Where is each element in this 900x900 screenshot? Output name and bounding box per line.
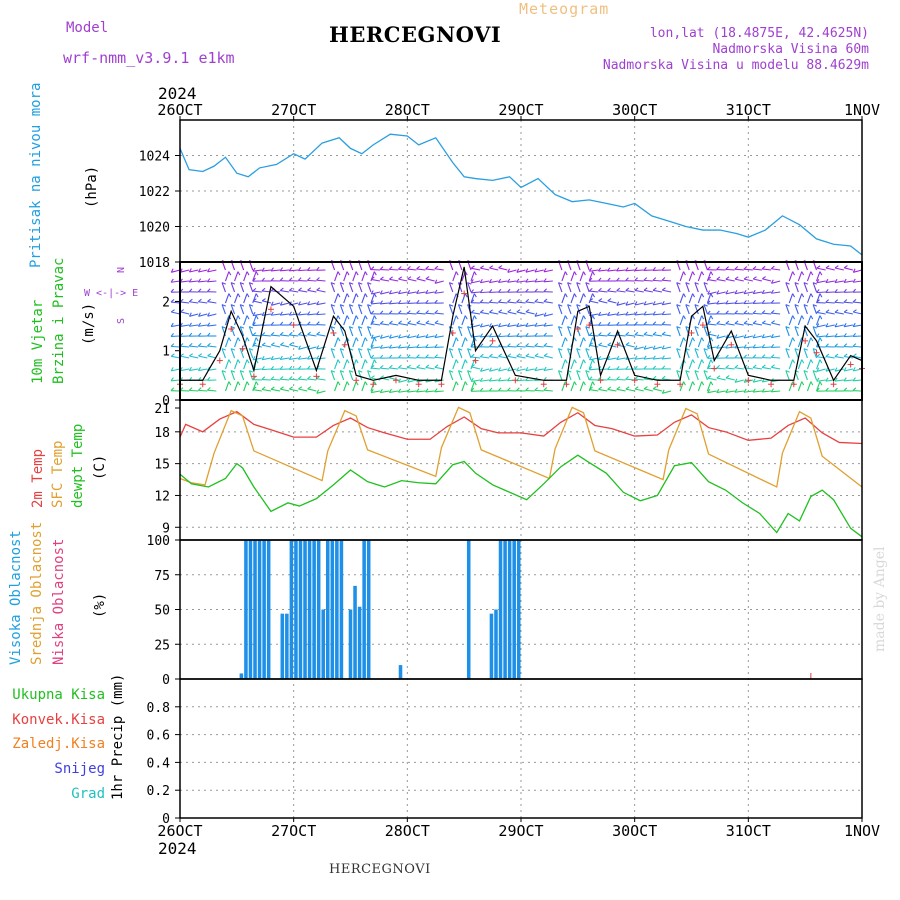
y-tick-label: 0.6 <box>147 729 170 744</box>
wind-compass: W <-|-> E <box>84 288 139 299</box>
legend-snijeg: Snijeg <box>54 761 105 777</box>
x-tick-label-top: 31OCT <box>726 101 771 119</box>
cloud-bar <box>357 606 362 679</box>
cloud-bar <box>307 540 312 679</box>
cloud-bar <box>503 540 507 679</box>
cloud-bar <box>285 613 289 679</box>
y-tick-label: 1 <box>162 345 170 360</box>
cloud-bar <box>353 585 357 679</box>
x-tick-label-bottom: 1NOV <box>844 822 880 840</box>
y-tick-label: 1024 <box>139 150 170 165</box>
model-elevation-label: Nadmorska Visina u modelu 88.4629m <box>602 58 869 73</box>
y-tick-label: 0 <box>162 812 170 827</box>
y-tick-label: 50 <box>154 604 170 619</box>
cloud-bar <box>330 540 335 679</box>
x-tick-label-top: 30OCT <box>612 101 657 119</box>
y-tick-label: 9 <box>162 521 170 536</box>
cloud-bar <box>289 540 294 679</box>
elevation-label: Nadmorska Visina 60m <box>712 42 869 57</box>
cloud-bar <box>366 540 371 679</box>
cloud-bar <box>516 540 521 679</box>
dewpt-line <box>179 454 863 538</box>
cloud-bar <box>253 540 257 679</box>
y-tick-label: 2 <box>162 295 170 310</box>
y-tick-label: 0 <box>162 394 170 409</box>
y-tick-label: 21 <box>154 402 170 417</box>
y-tick-label: 18 <box>154 426 170 441</box>
legend-ukupna: Ukupna Kisa <box>12 687 105 703</box>
legend-grad: Grad <box>71 786 105 802</box>
cloud-bar <box>398 665 403 679</box>
cloud-bar <box>294 540 298 679</box>
cloud-bar <box>303 540 307 679</box>
cloud-bar <box>362 540 366 679</box>
cloud-bar <box>312 540 316 679</box>
wind-speed-line <box>180 266 863 382</box>
y-tick-label: 100 <box>147 534 170 549</box>
y-tick-label: 0.4 <box>147 756 171 771</box>
cloud-bar <box>244 540 248 679</box>
cloud-bar <box>512 540 516 679</box>
cloud-bar <box>266 540 271 679</box>
y-tick-label: 75 <box>154 569 170 584</box>
y-tick-label: 1022 <box>139 185 170 200</box>
footer-title: HERCEGNOVI <box>329 862 431 877</box>
pressure-line <box>179 133 863 256</box>
model-name: wrf-nmm_v3.9.1 e1km <box>63 49 235 67</box>
cloud-bar <box>239 673 244 679</box>
cloud-bar <box>321 609 325 679</box>
x-tick-label-bottom: 31OCT <box>726 822 771 840</box>
cloud-bar <box>507 540 512 679</box>
cloud-bar <box>248 540 253 679</box>
cloud-bar <box>262 540 266 679</box>
lonlat-label: lon,lat (18.4875E, 42.4625N) <box>649 26 869 41</box>
y-tick-label: 1020 <box>139 221 170 236</box>
cloud-bar <box>257 540 262 679</box>
cloud-bar <box>335 540 339 679</box>
x-tick-label-top: 27OCT <box>271 101 316 119</box>
y-tick-label: 25 <box>154 638 170 653</box>
x-tick-label-top: 1NOV <box>844 101 880 119</box>
cloud-bar <box>280 613 285 679</box>
x-tick-label-top: 26OCT <box>157 101 202 119</box>
panel-frame <box>179 678 863 819</box>
y-tick-label: 0.8 <box>147 701 170 716</box>
y-tick-label: 12 <box>154 489 170 504</box>
cloud-bar <box>316 540 321 679</box>
x-tick-label-bottom: 27OCT <box>271 822 316 840</box>
model-label: Model <box>66 20 109 36</box>
y-tick-label: 15 <box>154 458 170 473</box>
y-tick-label: 0.2 <box>147 784 170 799</box>
wind-barb-field <box>170 260 863 394</box>
cloud-bar <box>498 540 503 679</box>
x-tick-label-bottom: 26OCT <box>157 822 202 840</box>
legend-zaledj: Zaledj.Kisa <box>12 736 105 752</box>
cloud-bar <box>298 540 303 679</box>
y-tick-label: 0 <box>162 673 170 688</box>
year-top-label: 2024 <box>158 84 197 103</box>
sfctemp-line <box>179 406 863 488</box>
temp2m-line <box>179 410 863 445</box>
meteogram-label: Meteogram <box>519 0 610 18</box>
cloud-bar <box>348 609 353 679</box>
legend-konvek: Konvek.Kisa <box>12 712 105 728</box>
cloud-bar <box>466 540 471 679</box>
cloud-bar <box>489 613 494 679</box>
x-tick-label-bottom: 28OCT <box>385 822 430 840</box>
cloud-bar <box>339 540 344 679</box>
year-bottom-label: 2024 <box>158 839 197 858</box>
x-tick-label-top: 28OCT <box>385 101 430 119</box>
x-tick-label-bottom: 30OCT <box>612 822 657 840</box>
cloud-bar <box>494 609 498 679</box>
cloud-bar <box>325 540 330 679</box>
y-tick-label: 1018 <box>139 256 170 271</box>
station-title: HERCEGNOVI <box>329 22 502 47</box>
x-tick-label-top: 29OCT <box>498 101 543 119</box>
x-tick-label-bottom: 29OCT <box>498 822 543 840</box>
